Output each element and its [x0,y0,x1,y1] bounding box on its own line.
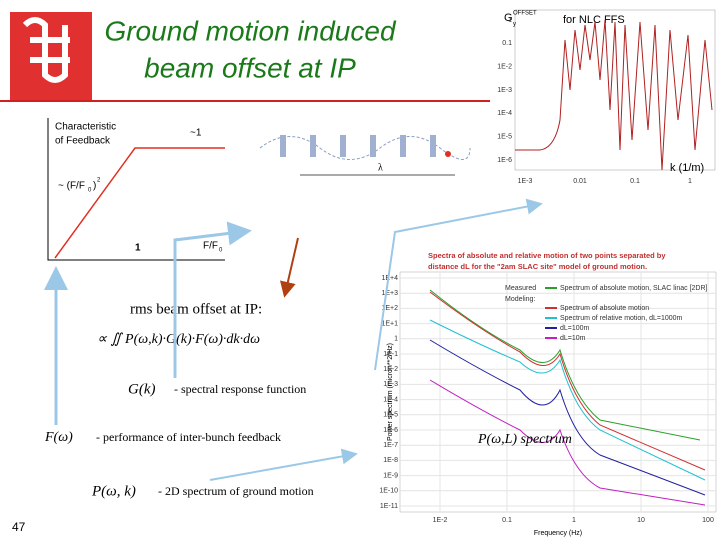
label: F/F [203,241,218,252]
label: ~ (F/F [58,181,85,192]
legend-label: Measured [505,285,536,292]
label: ~1 [190,128,202,139]
x-tick-label: 1E-3 [518,178,533,185]
arrow [374,198,543,371]
y-tick-label: 1E-8 [383,457,398,464]
x-tick-label: 0.01 [573,178,587,185]
x-tick-label: 1 [688,178,692,185]
plot-title: y [513,22,516,28]
legend-label: Spectrum of absolute motion [560,305,649,312]
plot-title: G [504,12,513,24]
caption: P(ω,L) spectrum [477,432,572,447]
y-tick-label: 1E-2 [383,366,398,373]
label: 0 [219,248,223,254]
y-tick-label: 1E+2 [381,305,398,312]
y-tick-label: 1E+4 [381,275,398,282]
legend-label: Spectrum of relative motion, dL=1000m [560,315,683,322]
y-tick-label: 1 [394,336,398,343]
y-tick-label: 1E-10 [379,488,398,495]
y-tick-label: 1E+3 [381,290,398,297]
axis-label: Power spectrum (micron**2/Hz) [387,343,394,441]
symbol: G(k) [128,381,155,397]
logo [10,12,92,100]
y-tick-label: 1E-5 [497,134,512,141]
y-tick-label: 1E-3 [497,87,512,94]
legend-label: Modeling: [505,296,535,303]
y-tick-label: 0.1 [502,40,512,47]
y-tick-label: 1E-1 [383,351,398,358]
arrow [209,448,358,481]
y-tick-label: 1E-6 [383,427,398,434]
axis-label: k (1/m) [670,162,704,174]
plot-title: Spectra of absolute and relative motion … [428,251,666,260]
x-tick-label: 10 [637,517,645,524]
y-tick-label: 1E-6 [497,157,512,164]
y-tick-label: 1E+1 [381,320,398,327]
plot-title: for NLC FFS [563,14,625,26]
label: λ [378,162,383,173]
legend-label: dL=10m [560,335,586,342]
plot-title: OFFSET [513,11,537,17]
label: 2 [97,178,101,184]
term-text: - performance of inter-bunch feedback [96,430,281,444]
plot-title: Characteristic [55,122,116,133]
page-number: 47 [12,520,26,534]
label: 1 [135,243,141,254]
arrow [280,237,299,298]
lattice: λ [259,135,471,176]
legend-label: dL=100m [560,325,590,332]
label: ) [93,181,96,192]
y-tick-label: 1E-4 [383,396,398,403]
legend-label: Spectrum of absolute motion, SLAC linac … [560,285,708,292]
y-tick-label: 1E-7 [383,442,398,449]
symbol: F(ω) [44,430,73,445]
x-tick-label: 100 [702,517,714,524]
formula-heading: rms beam offset at IP: [130,301,262,317]
y-tick-label: 1E-2 [497,64,512,71]
term-text: - spectral response function [174,382,306,396]
formula: ∝ ∬ P(ω,k)·G(k)·F(ω)·dk·dω [97,332,260,347]
plot-title: of Feedback [55,136,111,147]
y-tick-label: 1E-3 [383,381,398,388]
plot-title: distance dL for the "2am SLAC site" mode… [428,262,647,271]
y-tick-label: 1 [508,17,512,24]
axis-label: Frequency (Hz) [534,530,582,537]
response-plot: G OFFSET y for NLC FFS 1 0.1 1E-2 1E-3 1E-4 1… [497,9,716,185]
x-tick-label: 0.1 [630,178,640,185]
arrow [173,221,252,378]
x-tick-label: 0.1 [502,517,512,524]
y-tick-label: 1E-9 [383,472,398,479]
feedback-plot: Characteristic of Feedback ~1 ~ (F/F 0 )… [47,118,225,261]
symbol: P(ω, k) [91,483,136,499]
spectrum-plot: Spectra of absolute and relative motion … [379,251,717,537]
title: Ground motion induced [104,15,397,46]
term-text: - 2D spectrum of ground motion [158,484,314,498]
label: 0 [88,188,92,194]
y-tick-label: 1E-5 [383,412,398,419]
x-tick-label: 1 [572,517,576,524]
x-tick-label: 1E-2 [433,517,448,524]
y-tick-label: 1E-4 [497,110,512,117]
y-tick-label: 1E-11 [380,503,398,510]
title: beam offset at IP [144,52,356,83]
